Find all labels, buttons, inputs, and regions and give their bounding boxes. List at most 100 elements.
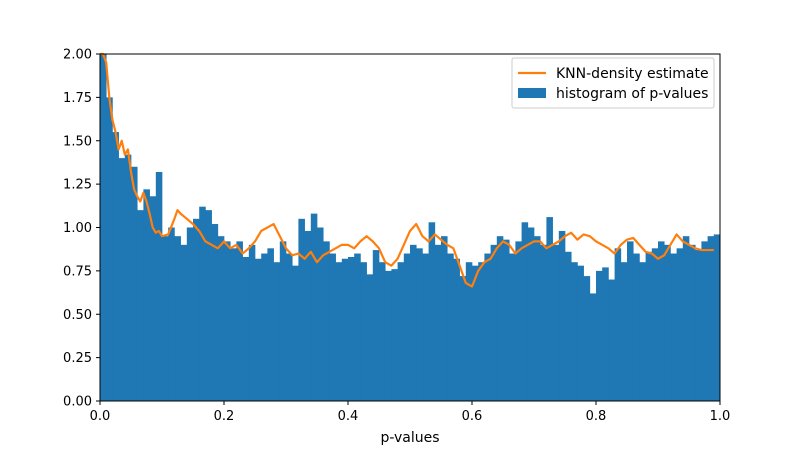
histogram-bar [162,236,169,401]
histogram-bar [199,206,206,401]
histogram-bar [273,262,281,401]
histogram-bar [608,279,615,401]
histogram-bar [391,269,398,401]
histogram-bar [453,258,460,401]
histogram-bar [596,270,603,402]
legend-bar-swatch [518,88,546,98]
histogram-bar [205,210,212,401]
histogram-bar [155,171,163,401]
histogram-bar [403,253,411,401]
x-tick-label: 0.8 [586,409,607,424]
histogram-bar [645,251,653,401]
histogram-bar [261,253,268,401]
histogram-bar [310,213,318,401]
histogram-bar [447,253,454,401]
histogram-bar [174,236,181,401]
histogram-bar [552,244,560,401]
histogram-bar [490,244,498,401]
histogram-bar [236,241,243,401]
histogram-bar [230,248,237,401]
histogram-bar [658,241,665,401]
histogram-bar [472,265,479,401]
histogram-bar [441,236,448,401]
histogram-bar [589,293,597,401]
histogram-bar [583,276,591,401]
histogram-bar [248,244,256,401]
histogram-bar [131,166,138,401]
histogram-bar [478,262,485,401]
y-tick-label: 0.00 [63,395,92,410]
legend: KNN-density estimate histogram of p-valu… [511,57,715,109]
x-axis-ticks: 0.0 0.2 0.4 0.6 0.8 1.0 [90,401,731,424]
x-tick-label: 0.2 [214,409,235,424]
histogram-bar [255,258,262,401]
histogram-bar [279,241,287,401]
histogram-bar [459,276,467,401]
histogram-bar [372,250,380,401]
histogram-bar [211,224,219,401]
histogram-bar [329,253,336,401]
y-tick-label: 1.00 [63,221,92,236]
histogram-bar [112,132,119,401]
histogram-bar [348,257,355,401]
histogram-bar [465,262,473,401]
x-axis-label: p-values [380,430,439,446]
y-tick-label: 1.75 [63,91,92,106]
y-axis-ticks: 0.00 0.25 0.50 0.75 1.00 1.25 1.50 1.75 2.00 [63,48,100,410]
histogram-bar [503,239,510,401]
histogram-bar [682,236,690,401]
legend-box [511,57,715,109]
histogram-bar [143,189,150,401]
histogram-bar [186,227,194,401]
histogram-bar [379,262,386,401]
histogram-bar [614,248,622,401]
histogram-bars [100,54,721,402]
histogram-bar [540,244,547,401]
y-tick-label: 2.00 [63,48,92,63]
histogram-bar [385,270,392,402]
histogram-bar [676,248,684,401]
histogram-bar [565,251,572,401]
histogram-bar [267,248,274,401]
histogram-bar [397,262,405,401]
histogram-bar [354,253,361,401]
histogram-bar [180,244,188,401]
x-tick-label: 0.4 [338,409,359,424]
histogram-bar [242,257,250,401]
histogram-bar [515,241,522,401]
histogram-bar [571,262,578,401]
histogram-bar [304,230,312,401]
histogram-bar [224,241,231,401]
histogram-bar [118,158,126,401]
y-tick-label: 1.50 [63,134,92,149]
histogram-bar [366,274,374,401]
histogram-bar [707,236,715,401]
histogram-bar [298,218,305,401]
histogram-bar [534,236,541,401]
histogram-bar [701,241,708,401]
histogram-bar [168,227,175,401]
histogram-bar [496,236,504,401]
histogram-bar [149,196,157,401]
histogram-bar [292,265,299,401]
histogram-bar [137,210,144,401]
histogram-bar [713,234,721,401]
histogram-bar [124,154,132,401]
histogram-bar [217,236,225,401]
histogram-bar [577,265,584,401]
histogram-bar [639,262,646,401]
histogram-bar [602,267,609,401]
legend-label-histogram: histogram of p-values [556,86,708,102]
histogram-bar [360,262,367,401]
histogram-bar [633,253,640,401]
x-tick-label: 1.0 [710,409,731,424]
histogram-bar [323,241,330,401]
histogram-bar [484,253,491,401]
y-tick-label: 0.50 [63,308,92,323]
histogram-bar [193,218,200,401]
y-tick-label: 0.75 [63,264,92,279]
histogram-bar [558,230,566,401]
histogram-bar [428,222,436,401]
histogram-bar [670,253,677,401]
